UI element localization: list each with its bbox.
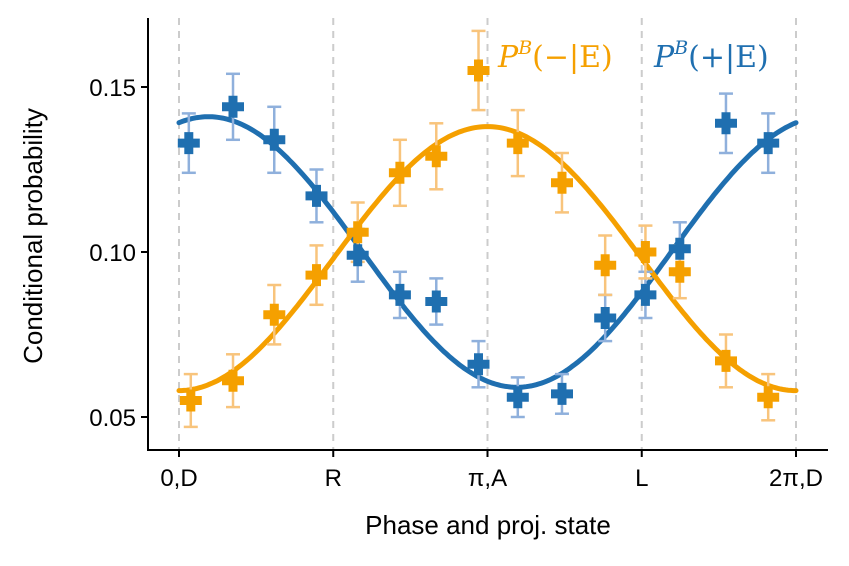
data-point (263, 128, 286, 151)
data-point (425, 145, 448, 168)
data-point (668, 260, 691, 283)
x-axis-title: Phase and proj. state (365, 510, 611, 540)
y-axis-title: Conditional probability (18, 108, 48, 364)
data-point (177, 132, 200, 155)
data-point (222, 369, 244, 392)
x-tick-label: R (325, 465, 342, 492)
x-tick-label: 0,D (160, 465, 197, 492)
x-tick-label: π,A (468, 465, 507, 492)
data-point (388, 161, 411, 184)
data-point (594, 254, 617, 277)
data-point (757, 386, 780, 409)
data-point (346, 221, 369, 244)
data-point (263, 303, 286, 326)
y-tick-label: 0.05 (89, 405, 136, 432)
data-point (634, 283, 657, 306)
data-point (551, 382, 573, 405)
data-point (467, 59, 490, 82)
data-point (506, 132, 529, 155)
data-point (668, 237, 691, 260)
data-point (425, 290, 448, 313)
data-point (551, 171, 573, 194)
legend-entry: PB(−|E) (497, 37, 613, 75)
data-point (506, 386, 529, 409)
data-point (346, 244, 369, 267)
data-point (222, 95, 244, 118)
fit-curve (176, 124, 799, 394)
fit-curves (176, 114, 799, 394)
data-point (179, 389, 202, 412)
data-point (715, 349, 737, 372)
data-point (594, 307, 617, 329)
data-points (177, 59, 780, 412)
data-point (305, 264, 328, 287)
data-point (388, 283, 411, 306)
data-point (467, 353, 490, 376)
x-tick-label: 2π,D (769, 465, 823, 492)
grid-lines (178, 18, 797, 450)
legend: PB(−|E) PB(+|E) (497, 37, 769, 75)
x-tick-label: L (635, 465, 648, 492)
data-point (715, 112, 737, 135)
y-tick-label: 0.15 (89, 75, 136, 102)
data-point (634, 241, 657, 263)
y-tick-label: 0.10 (89, 240, 136, 267)
data-point (305, 184, 328, 207)
data-point (757, 132, 780, 155)
fit-curve (176, 114, 799, 390)
legend-entry: PB(+|E) (653, 37, 769, 75)
